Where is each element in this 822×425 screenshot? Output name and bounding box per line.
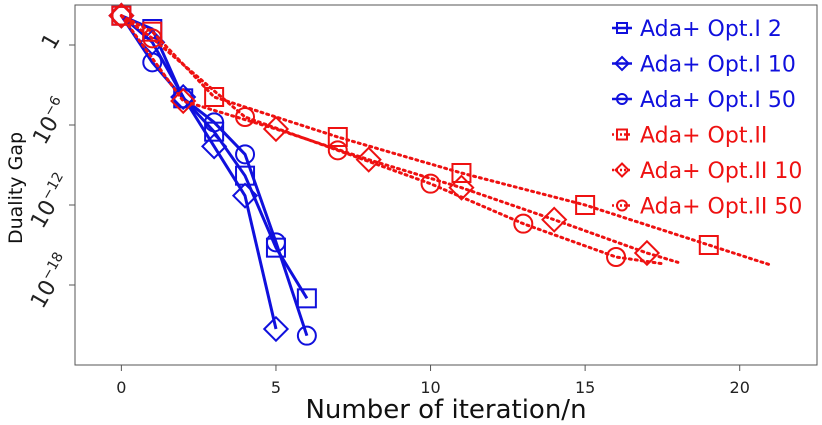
data-point xyxy=(541,206,568,233)
series-line xyxy=(120,14,278,330)
legend-label: Ada+ Opt.I 10 xyxy=(640,53,796,78)
data-point xyxy=(201,133,228,160)
series-ada-opt-i-50 xyxy=(111,5,317,346)
data-point xyxy=(420,173,441,194)
data-point xyxy=(265,232,286,253)
legend-marker xyxy=(616,22,628,34)
y-axis-ticks: 1 10−6 10−12 10−18 xyxy=(24,29,76,313)
data-point xyxy=(170,87,197,115)
series-line xyxy=(120,14,309,337)
data-point xyxy=(235,107,256,127)
legend-label: Ada+ Opt.II 50 xyxy=(640,195,802,220)
legend-marker xyxy=(616,128,628,141)
data-point xyxy=(575,195,596,215)
data-point xyxy=(111,5,132,26)
data-point xyxy=(327,127,348,147)
data-point xyxy=(327,140,348,161)
legend-label: Ada+ Opt.II 10 xyxy=(640,159,802,184)
x-tick-label: 10 xyxy=(420,378,440,397)
data-point xyxy=(204,112,225,133)
data-point xyxy=(262,115,290,143)
y-tick-label: 10−12 xyxy=(24,170,76,233)
data-point xyxy=(448,174,475,201)
data-point xyxy=(204,87,225,107)
series-line xyxy=(119,14,664,266)
x-axis-ticks: 0 5 10 15 20 xyxy=(116,365,750,397)
legend: Ada+ Opt.I 2 Ada+ Opt.I 10 Ada+ Opt.I 50 Ad… xyxy=(612,17,802,220)
data-point xyxy=(513,213,534,234)
data-point xyxy=(296,325,317,346)
legend-label: Ada+ Opt.I 50 xyxy=(640,88,796,113)
y-axis-label: Duality Gap xyxy=(5,132,27,244)
series-ada-opt-ii-10 xyxy=(108,2,680,267)
y-tick-label: 10−18 xyxy=(24,250,76,313)
series-ada-opt-i-10 xyxy=(108,2,290,343)
x-tick-label: 0 xyxy=(116,378,126,397)
data-point xyxy=(262,315,290,343)
plot-frame xyxy=(74,4,818,366)
legend-label: Ada+ Opt.II xyxy=(640,124,767,149)
legend-marker xyxy=(616,199,628,212)
series-line xyxy=(119,14,680,264)
x-axis-label: Number of iteration/n xyxy=(305,395,586,425)
data-point xyxy=(235,144,256,165)
legend-marker xyxy=(614,162,630,178)
legend-label: Ada+ Opt.I 2 xyxy=(640,17,782,42)
legend-marker xyxy=(614,55,630,72)
data-point xyxy=(355,146,382,173)
y-tick-label: 1 xyxy=(37,29,66,54)
data-point xyxy=(231,182,259,209)
x-tick-label: 5 xyxy=(271,378,281,397)
data-point xyxy=(451,163,472,183)
series-layer xyxy=(108,2,773,346)
x-tick-label: 15 xyxy=(575,378,595,397)
x-tick-label: 20 xyxy=(730,378,750,397)
data-point xyxy=(142,28,163,49)
series-ada-opt-ii-50 xyxy=(111,5,664,267)
y-tick-label: 10−6 xyxy=(27,93,75,149)
data-point xyxy=(296,288,317,309)
legend-marker xyxy=(616,93,628,105)
data-point xyxy=(142,52,163,73)
data-point xyxy=(633,239,661,267)
data-point xyxy=(698,235,719,255)
series-line xyxy=(119,14,773,267)
data-point xyxy=(606,247,627,267)
